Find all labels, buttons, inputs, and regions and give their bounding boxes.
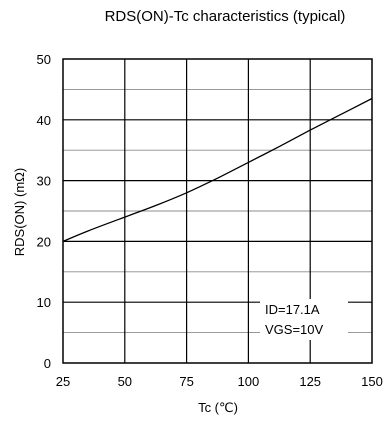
y-tick-label: 10: [37, 295, 51, 310]
x-tick-label: 125: [299, 374, 321, 389]
x-tick-label: 25: [56, 374, 70, 389]
annotation-vgs: VGS=10V: [265, 322, 324, 337]
annotation-box: [260, 299, 348, 340]
plot-frame: [62, 58, 373, 364]
x-axis-label: Tc (℃): [198, 400, 238, 415]
x-tick-label: 150: [361, 374, 383, 389]
annotation-id: ID=17.1A: [265, 302, 320, 317]
y-tick-label: 20: [37, 234, 51, 249]
y-tick-label: 30: [37, 174, 51, 189]
chart-title: RDS(ON)-Tc characteristics (typical): [105, 8, 346, 25]
y-tick-label: 50: [37, 52, 51, 67]
tick-labels: 0 10 20 30 40 50 25 50 75 100 125 150: [37, 52, 383, 389]
x-tick-label: 75: [179, 374, 193, 389]
y-axis-label: RDS(ON) (mΩ): [12, 168, 27, 256]
y-tick-label: 40: [37, 113, 51, 128]
x-tick-label: 100: [238, 374, 260, 389]
y-tick-label: 0: [44, 356, 51, 371]
series-line: [62, 97, 373, 243]
x-tick-label: 50: [118, 374, 132, 389]
